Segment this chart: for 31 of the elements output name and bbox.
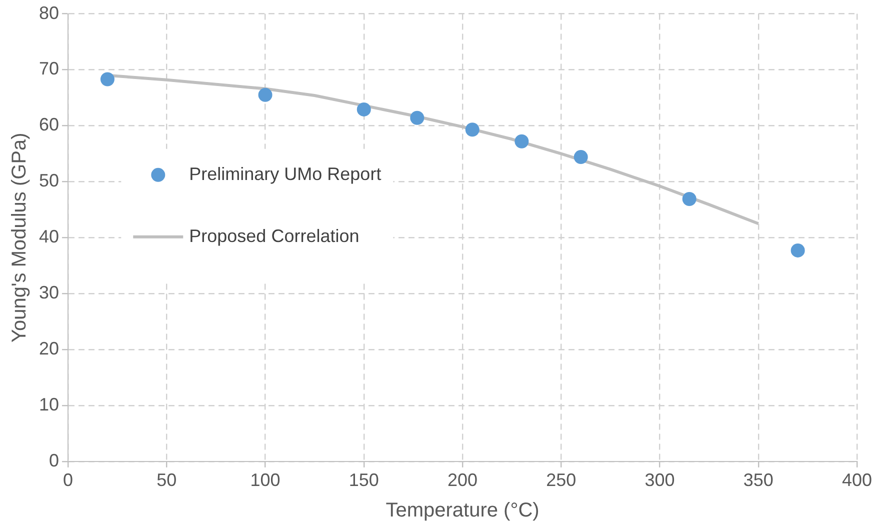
x-tick-label: 50 xyxy=(156,470,177,490)
x-tick-label: 250 xyxy=(546,470,576,490)
y-tick-label: 50 xyxy=(38,170,60,191)
legend-label: Preliminary UMo Report xyxy=(189,164,382,184)
x-tick-label: 350 xyxy=(743,470,774,490)
x-tick-label: 400 xyxy=(842,470,872,490)
y-tick-label: 80 xyxy=(38,2,60,23)
point xyxy=(100,72,114,86)
x-tick-label: 200 xyxy=(447,470,478,490)
x-tick-label: 300 xyxy=(644,470,675,490)
x-tick-label: 150 xyxy=(348,470,379,490)
y-tick-label: 70 xyxy=(38,58,60,79)
point xyxy=(514,134,529,148)
x-tick-label: 100 xyxy=(250,470,280,490)
y-tick-label: 40 xyxy=(38,226,60,247)
point xyxy=(574,150,588,164)
point xyxy=(465,122,480,137)
y-tick-label: 30 xyxy=(38,282,60,303)
legend-label: Proposed Correlation xyxy=(189,226,360,246)
y-tick-label: 0 xyxy=(49,450,60,470)
point xyxy=(682,192,696,206)
point xyxy=(258,88,272,102)
x-axis-title: Temperature (°C) xyxy=(386,500,540,522)
point xyxy=(790,243,805,258)
y-tick-label: 20 xyxy=(38,338,60,358)
y-axis-title: Young's Modulus (GPa) xyxy=(8,132,31,343)
y-tick-label: 10 xyxy=(38,394,60,414)
y-tick-label: 60 xyxy=(38,114,60,135)
x-tick-label: 0 xyxy=(63,470,74,490)
point xyxy=(410,110,424,125)
point xyxy=(356,102,371,116)
